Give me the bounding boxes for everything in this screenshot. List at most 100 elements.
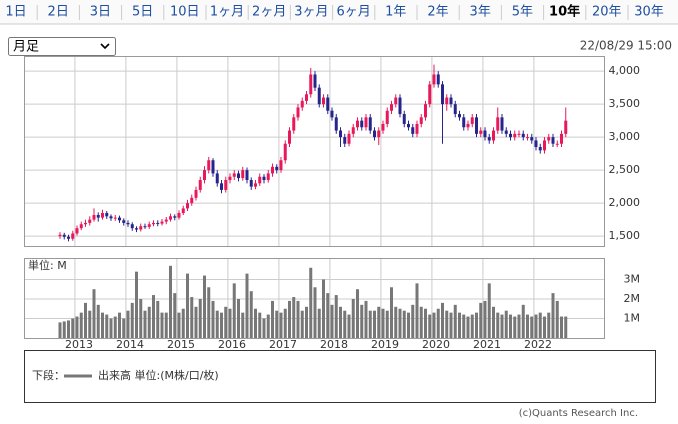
candle-body — [262, 176, 266, 181]
candle-body — [449, 97, 453, 105]
period-tab[interactable]: 3年 — [470, 5, 491, 20]
volume-bar — [118, 312, 121, 338]
volume-bar — [462, 314, 466, 338]
candle-body — [288, 130, 291, 144]
candle-body — [275, 166, 279, 171]
volume-bar — [424, 308, 427, 338]
volume-bar — [130, 302, 134, 338]
volume-bar — [62, 321, 66, 338]
volume-bar — [96, 304, 100, 338]
period-tab[interactable]: 1ヶ月 — [210, 5, 244, 20]
volume-bar — [449, 312, 453, 338]
volume-bar — [224, 306, 228, 338]
candle-body — [126, 222, 130, 225]
legend-prefix: 下段： — [32, 368, 65, 382]
period-select-label: 月足 — [13, 40, 39, 55]
x-tick-label: 2022 — [524, 338, 552, 351]
candle-body — [254, 183, 257, 187]
candle-body — [266, 173, 270, 181]
volume-bar — [419, 306, 423, 338]
period-tab[interactable]: 5年 — [512, 5, 533, 20]
y-tick-label: 3M — [624, 272, 641, 285]
x-tick-label: 2018 — [320, 338, 348, 351]
period-tab[interactable]: 20年 — [592, 5, 622, 20]
period-tab[interactable]: 5日 — [132, 5, 153, 20]
volume-bar — [415, 283, 419, 338]
volume-bar — [215, 310, 219, 338]
period-tab[interactable]: 1日 — [5, 5, 26, 20]
candle-body — [343, 137, 347, 144]
y-tick-label: 1M — [624, 311, 641, 324]
volume-bar — [347, 314, 351, 338]
volume-bar — [317, 308, 321, 338]
candle-body — [419, 117, 423, 124]
candle-body — [245, 170, 249, 181]
period-tab[interactable]: 2日 — [48, 5, 69, 20]
volume-bar — [555, 300, 559, 338]
volume-bar — [326, 293, 330, 338]
volume-bar — [113, 316, 117, 338]
candle-body — [109, 216, 113, 219]
volume-bar — [181, 308, 185, 338]
y-tick-label: 2,000 — [609, 196, 641, 209]
period-select[interactable] — [8, 37, 116, 56]
copyright: (c)Quants Research Inc. — [519, 408, 638, 419]
candle-body — [169, 216, 172, 220]
legend-box — [24, 350, 656, 403]
candle-body — [411, 127, 415, 134]
candle-body — [147, 224, 151, 227]
period-tab[interactable]: 3日 — [90, 5, 111, 20]
volume-bar — [203, 275, 206, 338]
period-tab[interactable]: 1年 — [385, 5, 406, 20]
candle-body — [300, 100, 304, 108]
x-tick-label: 2020 — [422, 338, 450, 351]
volume-bar — [258, 312, 262, 338]
candle-body — [526, 137, 529, 139]
x-tick-label: 2014 — [116, 338, 144, 351]
volume-bar — [360, 304, 364, 338]
volume-bar — [492, 306, 495, 338]
volume-bar — [466, 316, 470, 338]
period-tab[interactable]: 2ヶ月 — [252, 5, 286, 20]
candle-body — [139, 226, 143, 230]
volume-bar — [547, 312, 551, 338]
candle-body — [113, 217, 117, 219]
y-tick-label: 2M — [624, 292, 641, 305]
period-tab[interactable]: 3ヶ月 — [294, 5, 328, 20]
candle-body — [441, 84, 444, 105]
period-tab[interactable]: 10年 — [549, 4, 580, 20]
period-tab[interactable]: 2年 — [427, 5, 448, 20]
volume-bar — [390, 287, 393, 338]
volume-bar — [177, 312, 181, 338]
candle-body — [487, 137, 491, 141]
volume-bar — [147, 306, 151, 338]
volume-bar — [109, 318, 113, 338]
volume-bar — [407, 312, 410, 338]
candle-body — [513, 133, 517, 138]
volume-bar — [126, 310, 130, 338]
candle-body — [317, 87, 321, 105]
volume-bar — [300, 310, 304, 338]
volume-bar — [198, 298, 202, 338]
candle-body — [296, 107, 300, 118]
y-tick-label: 2,500 — [609, 163, 641, 176]
period-tab[interactable]: 6ヶ月 — [336, 5, 370, 20]
candle-body — [398, 97, 402, 115]
volume-bar — [343, 310, 347, 338]
x-tick-label: 2015 — [167, 338, 195, 351]
candle-body — [496, 117, 500, 131]
candle-body — [377, 130, 381, 138]
candle-body — [271, 166, 274, 174]
candle-body — [509, 133, 512, 138]
volume-bar — [75, 316, 79, 338]
candle-body — [547, 137, 551, 141]
candle-body — [402, 114, 406, 124]
period-tab[interactable]: 10日 — [170, 5, 200, 20]
candle-body — [130, 224, 134, 229]
volume-bar — [432, 312, 436, 338]
volume-bar — [504, 310, 508, 338]
candle-body — [283, 143, 287, 161]
volume-bar — [381, 308, 385, 338]
period-tab[interactable]: 30年 — [634, 5, 664, 20]
